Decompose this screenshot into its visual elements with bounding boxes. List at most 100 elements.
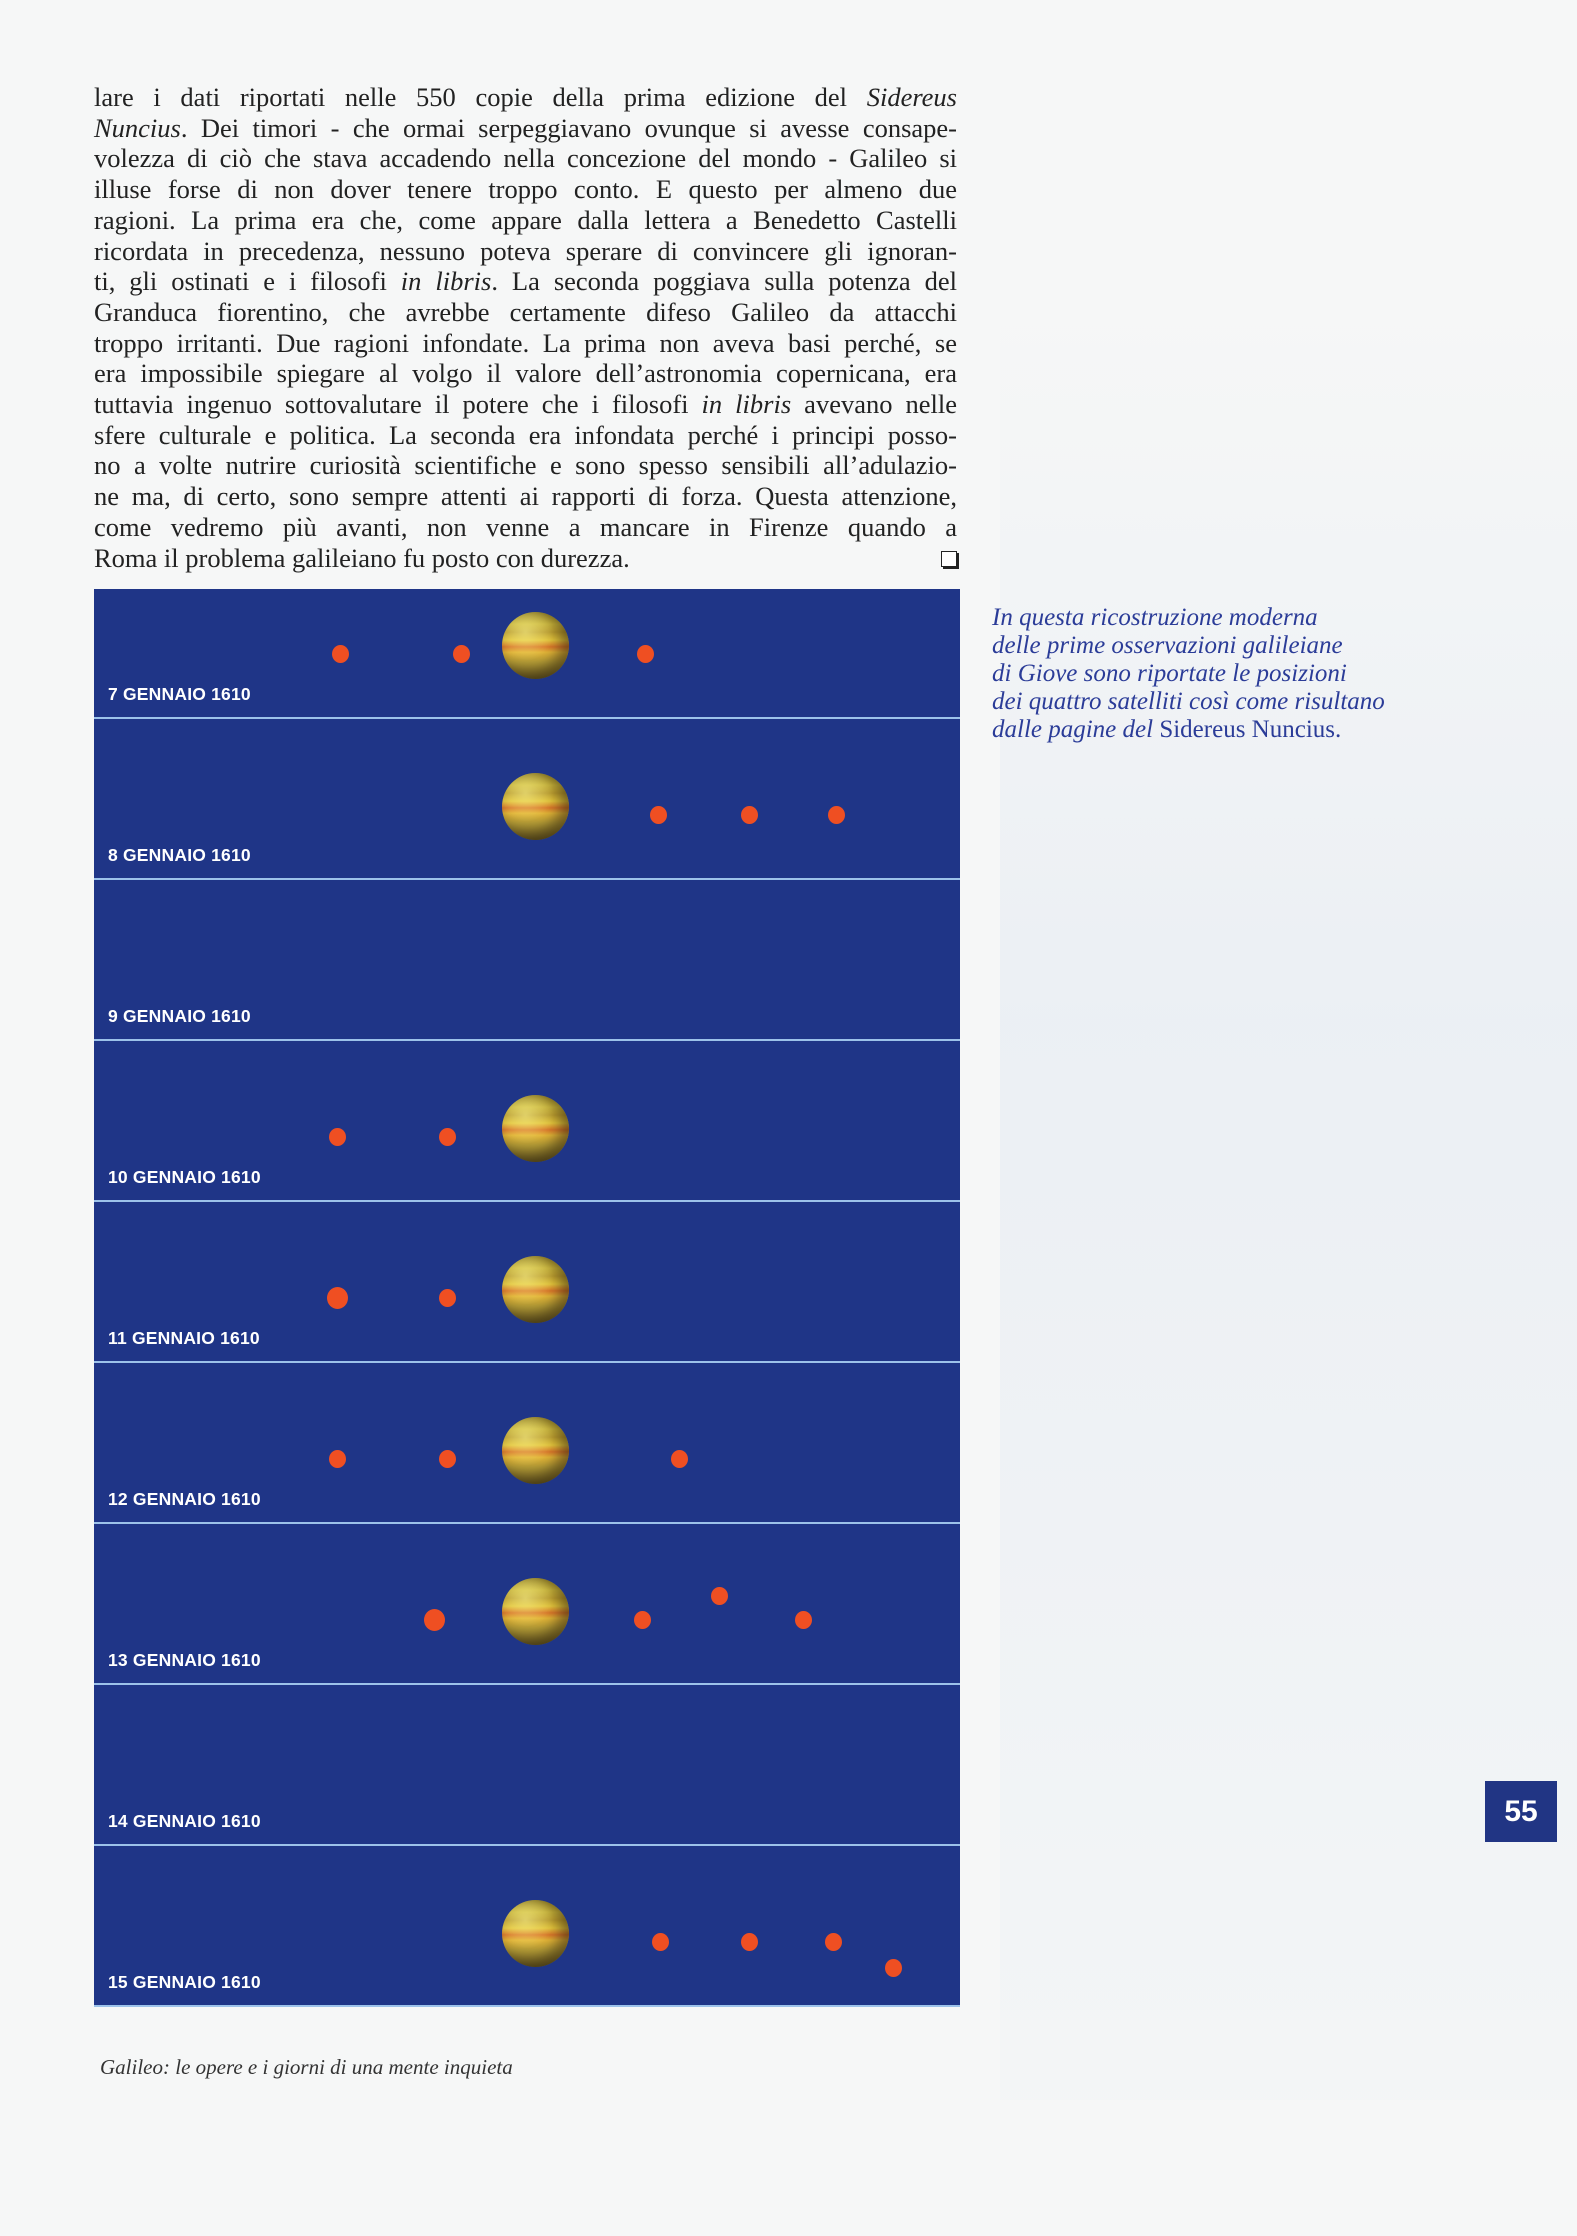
italic-text: dei quattro satelliti così come risultan… <box>992 688 1385 715</box>
panel-date-label: 14 GENNAIO 1610 <box>108 1811 261 1831</box>
text-line: sfere culturale e politica. La seconda e… <box>94 420 957 451</box>
panel-date-label: 9 GENNAIO 1610 <box>108 1006 251 1026</box>
panel-date-label: 13 GENNAIO 1610 <box>108 1650 261 1670</box>
jupiter <box>501 1416 569 1484</box>
satellite <box>633 1610 651 1629</box>
text: lare i dati riportati nelle 550 copie de… <box>94 82 867 112</box>
text-line: ti, gli ostinati e i filosofi in libris.… <box>94 266 957 297</box>
italic-text: dalle pagine del <box>992 716 1160 743</box>
italic-text: in libris <box>400 266 492 297</box>
text-line: delle prime osservazioni galileiane <box>992 632 1385 660</box>
figure-caption: In questa ricostruzione moderna delle pri… <box>992 604 1385 744</box>
text: ne ma, di certo, sono sempre attenti ai … <box>94 481 957 512</box>
text-line: ragioni. La prima era che, come appare d… <box>94 205 957 236</box>
satellite <box>710 1587 728 1606</box>
text-line: Roma il problema galileiano fu posto con… <box>94 543 957 574</box>
panel-date-label: 12 GENNAIO 1610 <box>108 1489 261 1509</box>
satellite <box>439 1127 457 1146</box>
satellite <box>439 1288 457 1307</box>
end-mark-icon <box>941 551 957 568</box>
text-line: lare i dati riportati nelle 550 copie de… <box>94 82 957 113</box>
text: troppo irritanti. Due ragioni infondate.… <box>94 327 957 358</box>
jupiter <box>501 1577 569 1645</box>
text: no a volte nutrire curiosità scientifich… <box>94 450 957 481</box>
italic-text: di Giove sono riportate le posizioni <box>992 660 1347 687</box>
observation-panel: 8 GENNAIO 1610 <box>94 719 960 880</box>
satellite <box>884 1959 902 1978</box>
italic-text: delle prime osservazioni galileiane <box>992 632 1343 659</box>
text: illuse forse di non dover tenere troppo … <box>94 174 957 205</box>
text-line: no a volte nutrire curiosità scientifich… <box>94 450 957 481</box>
text-line: di Giove sono riportate le posizioni <box>992 660 1385 688</box>
text-line: era impossibile spiegare al volgo il val… <box>94 358 957 389</box>
text: ricordata in precedenza, nessuno poteva … <box>94 235 957 266</box>
jupiter <box>501 611 569 679</box>
satellite <box>652 1932 670 1951</box>
text-line: dei quattro satelliti così come risultan… <box>992 688 1385 716</box>
satellite <box>740 805 758 824</box>
text-line: dalle pagine del Sidereus Nuncius. <box>992 716 1385 744</box>
text: sfere culturale e politica. La seconda e… <box>94 419 957 450</box>
text: Sidereus Nuncius. <box>1159 716 1342 743</box>
text: Granduca fiorentino, che avrebbe certame… <box>94 296 957 327</box>
italic-text: Sidereus <box>866 82 957 112</box>
jupiter <box>501 1094 569 1162</box>
italic-text: In questa ricostruzione moderna <box>992 604 1318 631</box>
text-line: Granduca fiorentino, che avrebbe certame… <box>94 297 957 328</box>
observation-panel: 14 GENNAIO 1610 <box>94 1685 960 1846</box>
text: volezza di ciò che stava accadendo nella… <box>94 143 957 174</box>
text: avevano nelle <box>791 389 957 420</box>
panel-date-label: 10 GENNAIO 1610 <box>108 1167 261 1187</box>
observation-panel: 10 GENNAIO 1610 <box>94 1041 960 1202</box>
text-line: volezza di ciò che stava accadendo nella… <box>94 143 957 174</box>
body-text: lare i dati riportati nelle 550 copie de… <box>94 82 957 573</box>
observation-panel: 13 GENNAIO 1610 <box>94 1524 960 1685</box>
observation-panel: 15 GENNAIO 1610 <box>94 1846 960 2007</box>
text: tuttavia ingenuo sottovalutare il potere… <box>94 389 702 420</box>
satellite <box>824 1932 842 1951</box>
satellite <box>326 1286 348 1309</box>
running-footer: Galileo: le opere e i giorni di una ment… <box>100 2055 513 2079</box>
text: . Dei timori - che ormai serpeggiavano o… <box>180 112 957 143</box>
text: era impossibile spiegare al volgo il val… <box>94 358 957 389</box>
text-line: In questa ricostruzione moderna <box>992 604 1385 632</box>
text: . La seconda poggiava sulla potenza del <box>491 266 957 297</box>
jupiter <box>501 1899 569 1967</box>
satellite <box>670 1449 688 1468</box>
italic-text: in libris <box>701 389 792 420</box>
text-line: come vedremo più avanti, non venne a man… <box>94 512 957 543</box>
satellite <box>794 1610 812 1629</box>
panel-date-label: 7 GENNAIO 1610 <box>108 684 251 704</box>
text-line: ne ma, di certo, sono sempre attenti ai … <box>94 481 957 512</box>
satellite <box>328 1127 346 1146</box>
text-line: illuse forse di non dover tenere troppo … <box>94 174 957 205</box>
panel-date-label: 11 GENNAIO 1610 <box>108 1328 260 1348</box>
observation-panel: 11 GENNAIO 1610 <box>94 1202 960 1363</box>
text-line: troppo irritanti. Due ragioni infondate.… <box>94 328 957 359</box>
italic-text: Nuncius <box>94 112 181 143</box>
text: Roma il problema galileiano fu posto con… <box>94 542 630 573</box>
text: ragioni. La prima era che, come appare d… <box>94 204 957 235</box>
satellite <box>439 1449 457 1468</box>
satellite <box>650 805 668 824</box>
panel-date-label: 15 GENNAIO 1610 <box>108 1972 261 1992</box>
jupiter <box>501 772 569 840</box>
observation-panel: 9 GENNAIO 1610 <box>94 880 960 1041</box>
text: come vedremo più avanti, non venne a man… <box>94 511 957 542</box>
text-line: ricordata in precedenza, nessuno poteva … <box>94 236 957 267</box>
jupiter <box>501 1255 569 1323</box>
show-through-background <box>1000 300 1577 2100</box>
satellite <box>328 1449 346 1468</box>
satellite <box>740 1932 758 1951</box>
satellite <box>637 644 655 663</box>
satellite <box>452 644 470 663</box>
satellite <box>424 1608 445 1631</box>
text-line: tuttavia ingenuo sottovalutare il potere… <box>94 389 957 420</box>
observation-panel: 7 GENNAIO 1610 <box>94 589 960 719</box>
text-line: Nuncius. Dei timori - che ormai serpeggi… <box>94 113 957 144</box>
text: ti, gli ostinati e i filosofi <box>94 266 401 297</box>
page-number: 55 <box>1485 1781 1557 1842</box>
satellite <box>828 805 845 824</box>
jupiter-observations-figure: 7 GENNAIO 1610 8 GENNAIO 1610 9 GENNAIO 16… <box>94 589 960 2007</box>
panel-date-label: 8 GENNAIO 1610 <box>108 845 251 865</box>
